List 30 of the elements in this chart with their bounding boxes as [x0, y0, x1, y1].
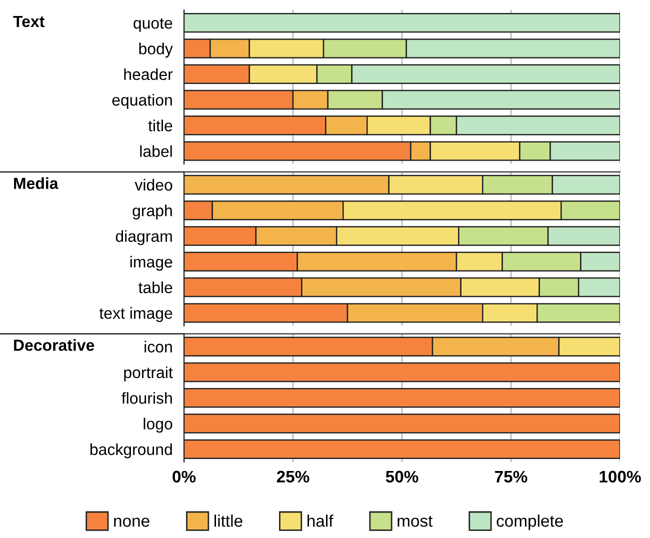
- y-tick-label: table: [138, 282, 172, 294]
- y-tick-label: graph: [132, 204, 172, 220]
- y-tick-label: label: [140, 145, 172, 158]
- y-tick-label: video: [134, 178, 172, 191]
- x-tick-label: 75%: [495, 470, 528, 483]
- y-tick-label: image: [130, 256, 172, 271]
- legend-label: little: [214, 514, 242, 527]
- y-tick-label: diagram: [116, 230, 172, 246]
- y-tick-label: body: [139, 42, 173, 58]
- legend-label: half: [308, 514, 334, 527]
- legend-label: most: [398, 516, 433, 527]
- y-tick-label: portrait: [124, 366, 173, 382]
- y-tick-label: quote: [134, 18, 172, 32]
- y-tick-label: title: [148, 120, 172, 132]
- legend-label: none: [114, 518, 150, 527]
- text: Text: [13, 16, 44, 28]
- y-tick-label: equation: [112, 94, 172, 109]
- legend-label: complete: [496, 514, 563, 530]
- y-tick-label: icon: [144, 340, 172, 353]
- y-tick-label: header: [124, 68, 173, 80]
- text: Decorative: [14, 339, 94, 351]
- y-tick-label: logo: [144, 418, 172, 433]
- y-tick-label: flourish: [122, 392, 172, 404]
- x-tick-label: 50%: [386, 470, 418, 483]
- x-tick-label: 100%: [600, 470, 641, 483]
- x-tick-label: 0%: [172, 470, 196, 483]
- text: Media: [14, 177, 58, 189]
- y-tick-label: text image: [99, 307, 172, 322]
- y-tick-label: background: [90, 443, 172, 458]
- x-tick-label: 25%: [276, 470, 310, 483]
